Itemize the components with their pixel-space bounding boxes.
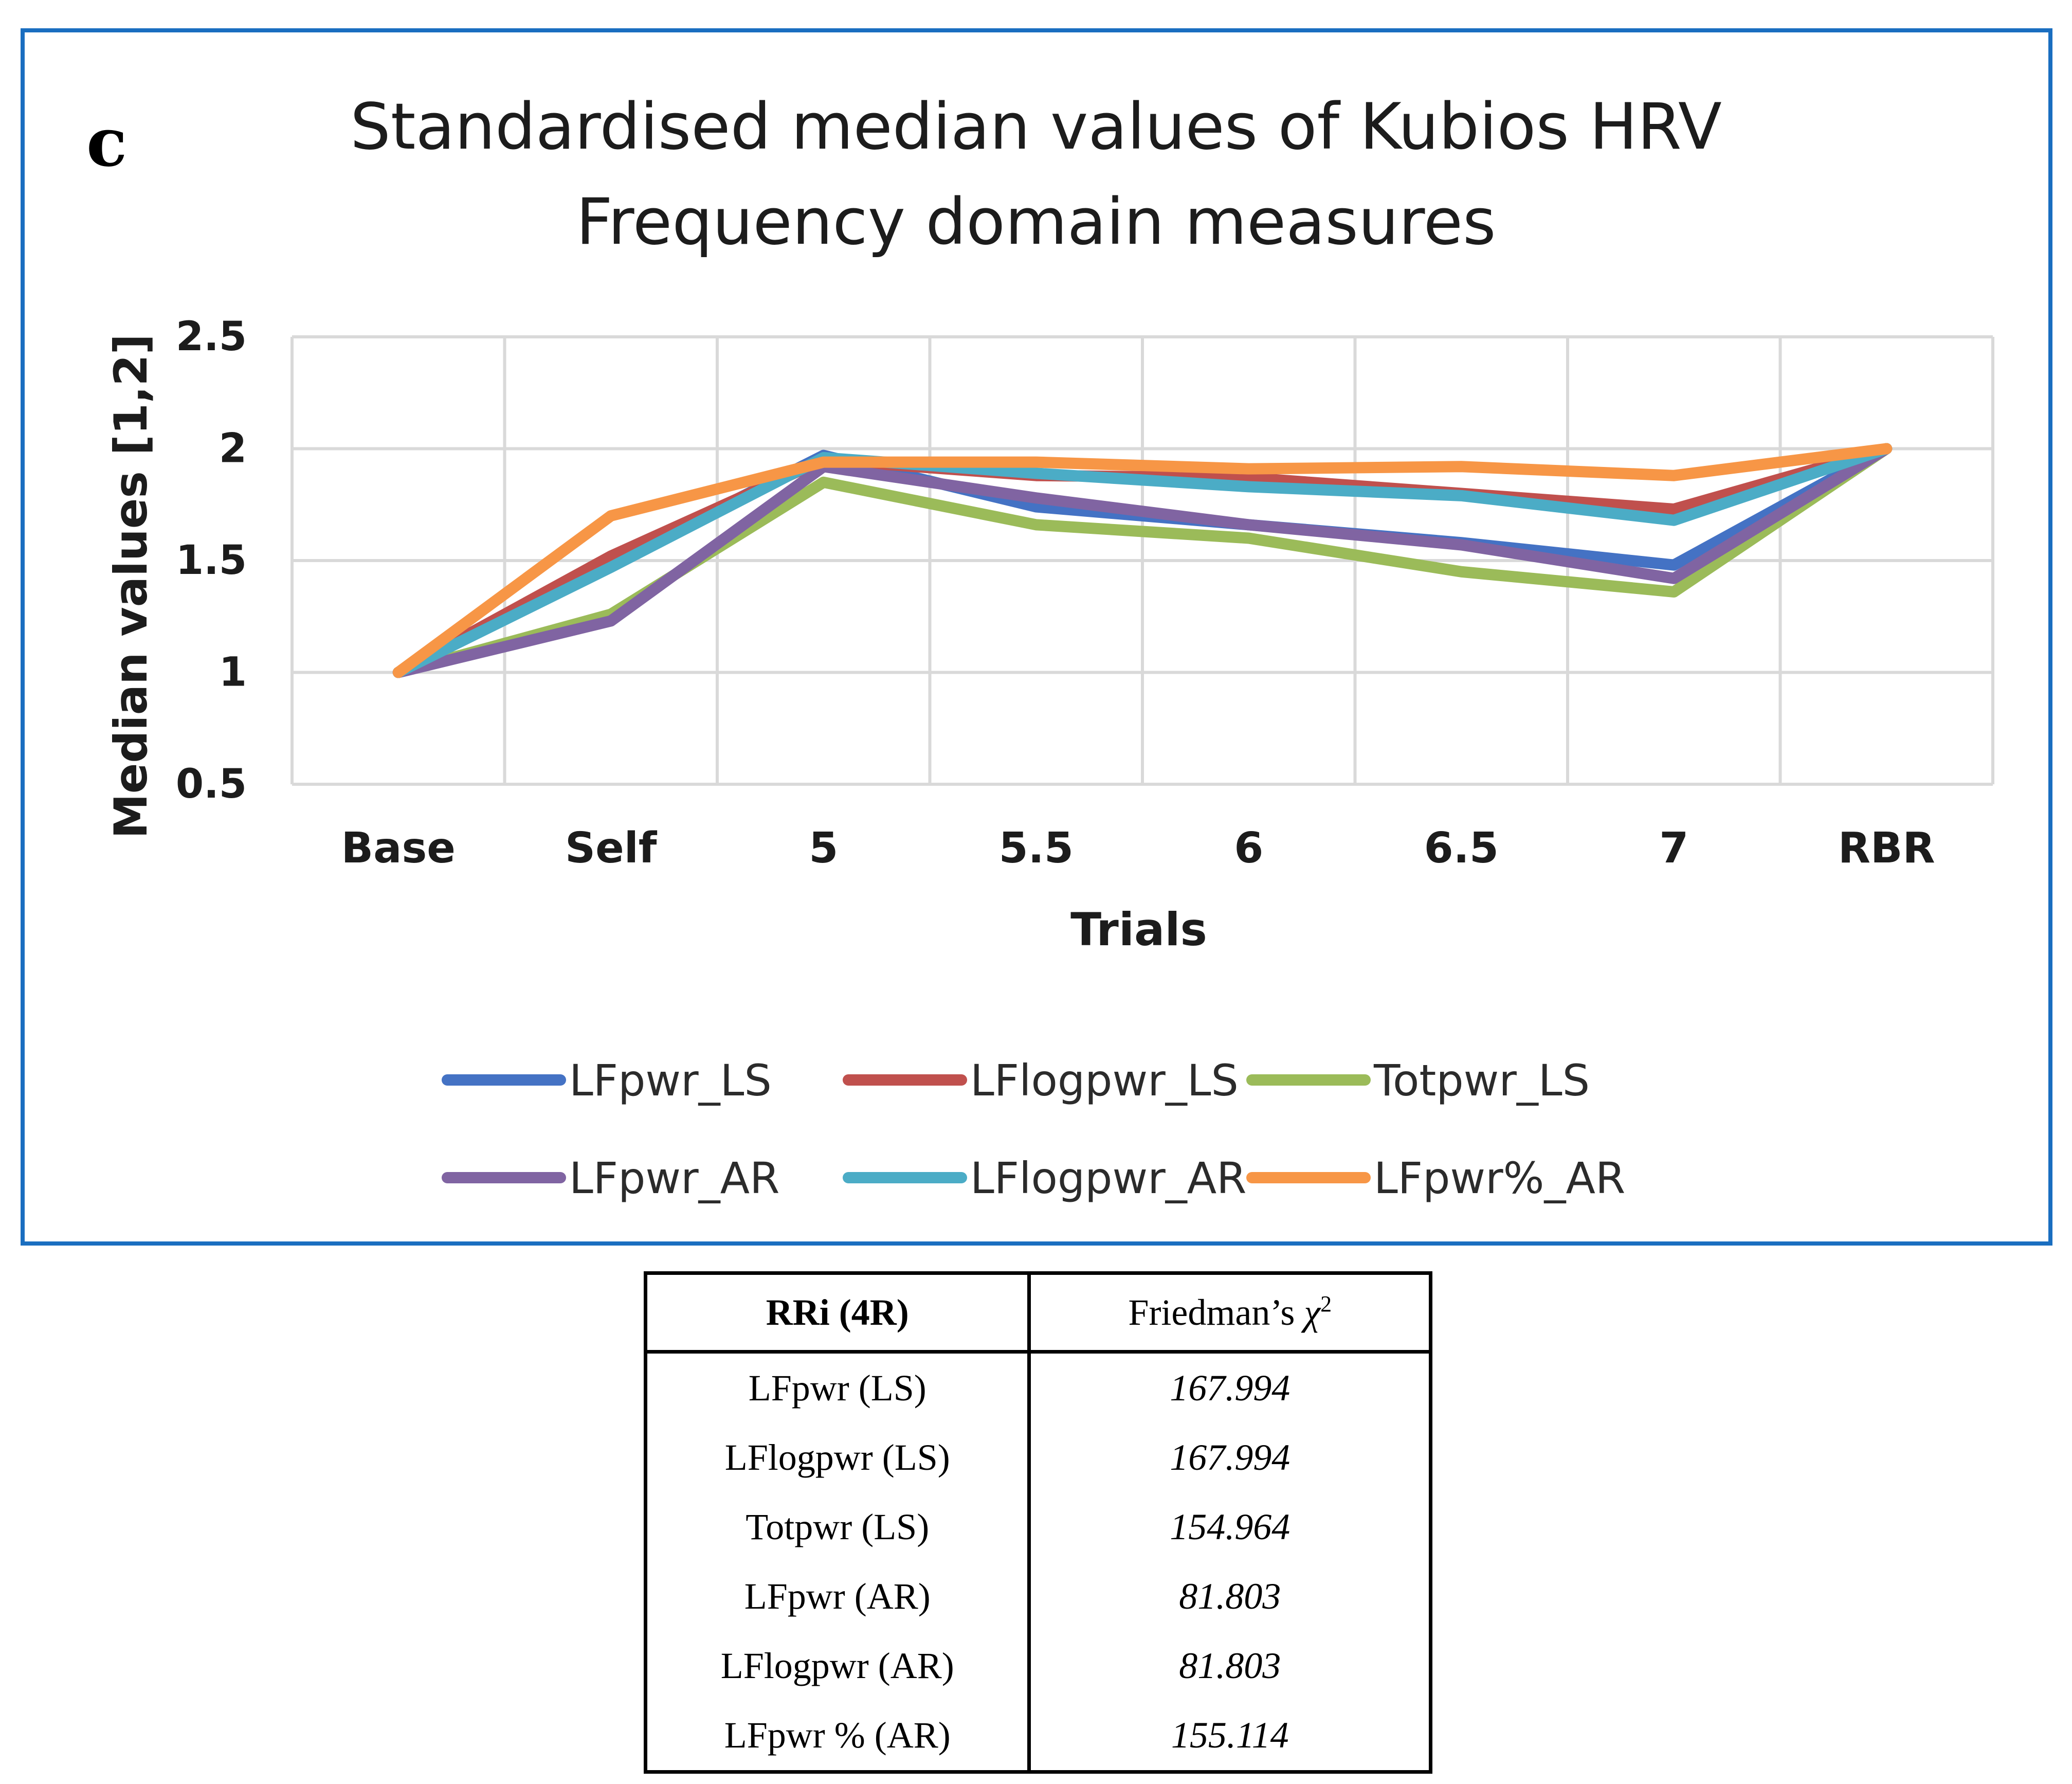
header-measure: RRi (4R) [645,1273,1031,1354]
header-friedman: Friedman’s χ2 [1029,1273,1431,1354]
table-row: LFpwr (LS) 167.994 [645,1351,1431,1423]
row-measure: LFlogpwr (LS) [645,1423,1031,1492]
y-tick-label: 1.5 [176,537,247,584]
row-measure: Totpwr (LS) [645,1492,1031,1562]
row-measure: LFpwr (AR) [645,1562,1031,1631]
chart-title-line-1: Standardised median values of Kubios HRV [350,90,1722,164]
x-tick-label: 5.5 [999,824,1074,873]
table-row: Totpwr (LS) 154.964 [645,1492,1431,1562]
y-axis-title: Median values [1,2] [104,334,157,839]
legend-label: LFpwr_AR [569,1153,780,1203]
x-axis-ticks: Base Self 5 5.5 6 6.5 7 RBR [341,824,1935,873]
legend-label: LFpwr_LS [569,1055,772,1106]
legend-label: LFlogpwr_AR [970,1153,1247,1203]
table-row: LFlogpwr (LS) 167.994 [645,1423,1431,1492]
legend-label: LFlogpwr_LS [970,1055,1239,1106]
series-line-lflogpwr-ar [392,443,1893,678]
legend-label: Totpwr_LS [1373,1055,1590,1106]
row-chi2: 81.803 [1179,1576,1281,1617]
series-line-lfpwr-ar [392,443,1893,678]
friedman-table: RRi (4R) Friedman’s χ2 LFpwr (LS) 167.99… [644,1271,1432,1774]
y-tick-label: 2 [219,426,247,472]
line-chart: 2.521.510.5 Base Self 5 5.5 6 6.5 7 RBR Trials … [104,314,1994,1203]
row-measure: LFpwr % (AR) [645,1701,1031,1772]
panel-label: c [86,103,128,182]
x-tick-label: 7 [1659,824,1688,873]
y-axis-ticks: 2.5 2 1.5 1 0.5 [176,314,247,807]
series-lines [392,443,1893,678]
row-measure: LFpwr (LS) [645,1351,1031,1423]
series-line-lfpwr-ar [392,443,1893,678]
x-tick-label: Base [341,824,456,873]
table-header-row: RRi (4R) Friedman’s χ2 [645,1273,1431,1354]
table-row: LFlogpwr (AR) 81.803 [645,1631,1431,1701]
x-axis-title: Trials [1070,903,1207,956]
chi-superscript: 2 [1320,1291,1332,1317]
row-measure: LFlogpwr (AR) [645,1631,1031,1701]
row-chi2: 167.994 [1170,1437,1291,1478]
table-row: LFpwr % (AR) 155.114 [645,1701,1431,1772]
x-tick-label: 6.5 [1424,824,1499,873]
x-tick-label: 5 [809,824,838,873]
legend-label: LFpwr%_AR [1374,1153,1625,1203]
chart-frame [21,28,2052,1246]
row-chi2: 81.803 [1179,1645,1281,1686]
chart-title-line-2: Frequency domain measures [576,185,1496,259]
y-tick-label: 0.5 [176,761,247,807]
table-row: LFpwr (AR) 81.803 [645,1562,1431,1631]
row-chi2: 155.114 [1171,1715,1289,1756]
x-tick-label: RBR [1838,824,1935,873]
x-tick-label: Self [565,824,658,873]
grid-lines [290,335,1994,786]
x-tick-label: 6 [1234,824,1263,873]
row-chi2: 154.964 [1170,1506,1291,1547]
chi-symbol: χ [1304,1292,1321,1333]
y-tick-label: 2.5 [176,314,247,360]
y-tick-label: 1 [219,650,247,696]
legend: LFpwr_LS LFlogpwr_LS Totpwr_LS LFpwr_AR LFlo… [442,1055,1625,1203]
row-chi2: 167.994 [1170,1367,1291,1409]
header-friedman-prefix: Friedman’s [1128,1292,1304,1333]
